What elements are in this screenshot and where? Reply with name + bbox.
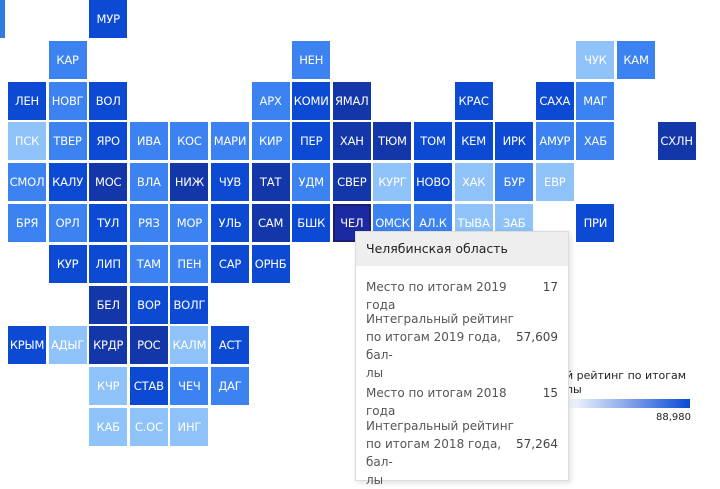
region-tile[interactable]: ВЛА [129, 163, 168, 202]
region-tile[interactable]: ТУЛ [89, 204, 128, 242]
region-tile[interactable]: ПРИ [576, 204, 615, 242]
region-tile[interactable]: ИНГ [170, 408, 209, 446]
region-tile[interactable]: ТВЕР [48, 122, 87, 161]
tooltip-region-name: Челябинская область [356, 232, 568, 266]
region-tile[interactable]: КУР [48, 244, 87, 283]
region-tile[interactable]: ЕВР [535, 163, 574, 202]
region-tile[interactable]: КУРГ [373, 163, 412, 202]
tooltip-row-value: 57,609 [516, 330, 558, 344]
region-tile[interactable]: ИРК [495, 122, 534, 161]
region-tile[interactable]: ЧЕЧ [170, 367, 209, 406]
region-tile[interactable]: ХАБ [576, 122, 615, 161]
region-tile[interactable]: ОРЛ [48, 204, 87, 242]
region-tile[interactable]: МАГ [576, 81, 615, 120]
region-tile[interactable]: УЛЬ [211, 204, 249, 242]
tooltip-row: Интегральный рейтинг по итогам 2019 года… [366, 310, 558, 382]
region-tile[interactable]: ПЕН [170, 244, 209, 283]
region-tile[interactable]: ЛИП [89, 244, 128, 283]
region-tile[interactable]: КАЛУ [48, 163, 87, 202]
region-tile[interactable]: КАР [48, 40, 87, 79]
region-tile[interactable]: НИЖ [170, 163, 209, 202]
region-tile[interactable]: КЕМ [454, 122, 493, 161]
legend-gradient-bar [566, 399, 690, 408]
tooltip-row: Место по итогам 2019 года 17 [366, 278, 558, 314]
partial-tile-edge [0, 0, 5, 38]
tooltip-row-label: Интегральный рейтинг по итогам 2019 года… [366, 312, 514, 380]
region-tile[interactable]: КЧР [89, 367, 128, 406]
region-tile[interactable]: СМОЛ [8, 163, 46, 202]
region-tile[interactable]: КАБ [89, 408, 128, 446]
region-tile[interactable]: СВЕР [332, 163, 371, 202]
region-tile[interactable]: ОРНБ [251, 244, 290, 283]
region-tile[interactable]: САХА [535, 81, 574, 120]
region-tile[interactable]: КИР [251, 122, 290, 161]
region-tile[interactable]: КРДР [89, 326, 128, 365]
region-tile[interactable]: МОР [170, 204, 209, 242]
region-tile[interactable]: ДАГ [211, 367, 249, 406]
region-tile[interactable]: МОС [89, 163, 128, 202]
region-tile[interactable]: РЯЗ [129, 204, 168, 242]
region-tile[interactable]: ЯМАЛ [332, 81, 371, 120]
tooltip-row-label: Место по итогам 2019 года [366, 280, 507, 312]
region-tile[interactable]: АДЫГ [48, 326, 87, 365]
region-tile[interactable]: АРХ [251, 81, 290, 120]
region-tile[interactable]: САР [211, 244, 249, 283]
region-tile[interactable]: ХАН [332, 122, 371, 161]
region-tile[interactable]: НЕН [292, 40, 331, 79]
region-tile[interactable]: ЛЕН [8, 81, 46, 120]
tooltip-row-value: 57,264 [516, 437, 558, 451]
region-tile[interactable]: С.ОС [129, 408, 168, 446]
region-tile[interactable]: КАЛМ [170, 326, 209, 365]
region-tile[interactable]: НОВГ [48, 81, 87, 120]
legend-title: й рейтинг по итогам лы [566, 369, 687, 396]
region-tile[interactable]: РОС [129, 326, 168, 365]
region-tile[interactable]: ПЕР [292, 122, 331, 161]
region-tile[interactable]: СХЛН [657, 122, 696, 161]
region-tile[interactable]: КОМИ [292, 81, 331, 120]
region-tile[interactable]: БШК [292, 204, 331, 242]
region-tile[interactable]: ТАМ [129, 244, 168, 283]
region-tile[interactable]: ПСК [8, 122, 46, 161]
region-tile[interactable]: БЕЛ [89, 285, 128, 324]
region-tile[interactable]: ЧУК [576, 40, 615, 79]
tooltip-row-label: Место по итогам 2018 года [366, 386, 507, 418]
region-tile[interactable]: ХАК [454, 163, 493, 202]
region-tile[interactable]: КОС [170, 122, 209, 161]
region-tile[interactable]: ЧУВ [211, 163, 249, 202]
region-tile[interactable]: ЯРО [89, 122, 128, 161]
legend-max-value: 88,980 [656, 412, 691, 423]
region-tile[interactable]: МАРИ [211, 122, 249, 161]
region-tile[interactable]: ВОЛГ [170, 285, 209, 324]
region-tile[interactable]: СТАВ [129, 367, 168, 406]
tooltip-row-value: 17 [542, 280, 558, 294]
region-tile[interactable]: УДМ [292, 163, 331, 202]
region-tile[interactable]: КРЫМ [8, 326, 46, 365]
region-tile[interactable]: САМ [251, 204, 290, 242]
region-tooltip: Челябинская область Место по итогам 2019… [355, 231, 569, 487]
region-tile[interactable]: МУР [89, 0, 128, 38]
tooltip-row: Интегральный рейтинг по итогам 2018 года… [366, 417, 558, 489]
region-tile[interactable]: БУР [495, 163, 534, 202]
region-tile[interactable]: ВОР [129, 285, 168, 324]
region-tile[interactable]: ТОМ [414, 122, 452, 161]
tooltip-row-label: Интегральный рейтинг по итогам 2018 года… [366, 419, 514, 487]
region-tile[interactable]: АСТ [211, 326, 249, 365]
region-tile[interactable]: ИВА [129, 122, 168, 161]
tooltip-row: Место по итогам 2018 года 15 [366, 384, 558, 420]
region-tile[interactable]: КАМ [617, 40, 655, 79]
region-tile[interactable]: АМУР [535, 122, 574, 161]
region-tile[interactable]: НОВО [414, 163, 452, 202]
tooltip-row-value: 15 [542, 386, 558, 400]
region-tile[interactable]: БРЯ [8, 204, 46, 242]
region-tile[interactable]: ТАТ [251, 163, 290, 202]
region-tile[interactable]: КРАС [454, 81, 493, 120]
region-tile[interactable]: ТЮМ [373, 122, 412, 161]
region-tile[interactable]: ВОЛ [89, 81, 128, 120]
